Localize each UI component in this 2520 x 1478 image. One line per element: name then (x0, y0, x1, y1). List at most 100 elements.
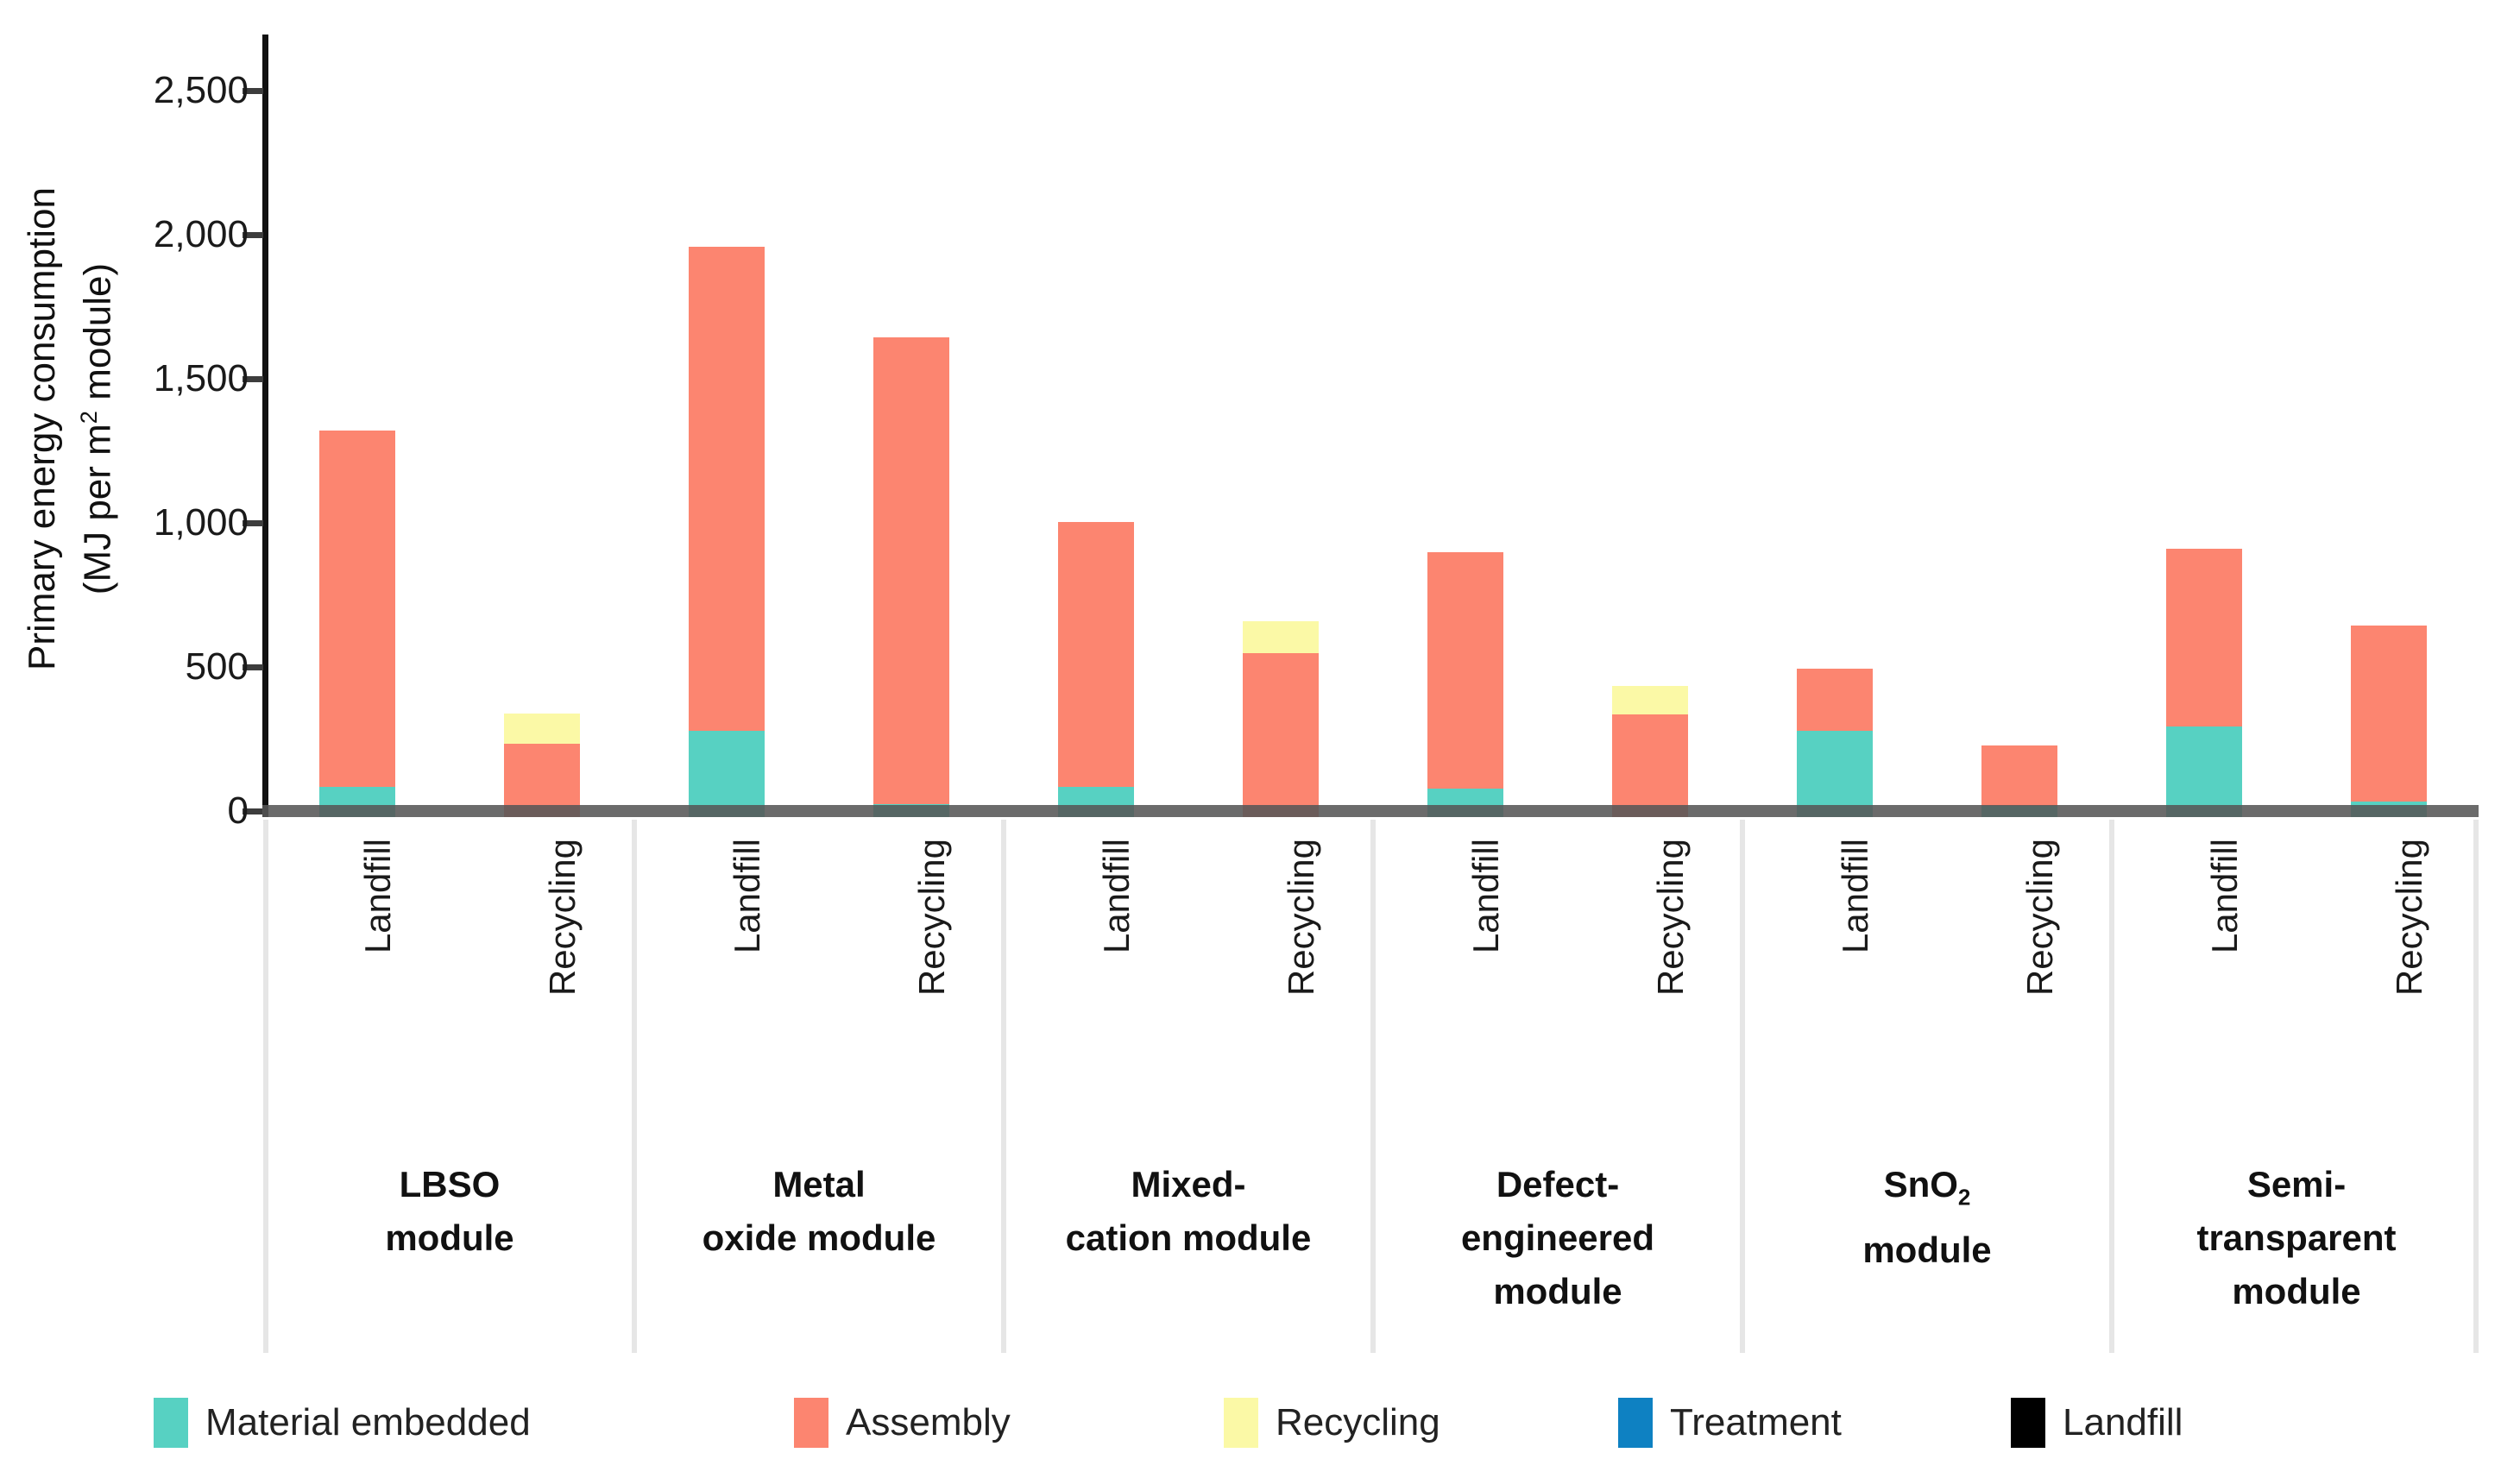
group-separator (2473, 820, 2479, 1353)
x-tick-label-box: Recycling (2000, 839, 2060, 1063)
y-tick-mark (243, 88, 263, 94)
group-label-line: Metal (772, 1164, 866, 1204)
x-tick-label-box: Recycling (2370, 839, 2429, 1063)
bar-segment-assembly (319, 431, 395, 787)
group-separator (1740, 820, 1745, 1353)
x-tick-label-box: Landfill (2185, 839, 2245, 1063)
group-label: SnO2 module (1737, 1158, 2117, 1277)
group-label-line: Defect- (1496, 1164, 1620, 1204)
bar-segment-assembly (873, 336, 949, 804)
x-tick-label: Landfill (1835, 839, 1875, 954)
group-label-line: module (1862, 1230, 1992, 1271)
group-label: Mixed-cation module (999, 1158, 1378, 1265)
bar-segment-assembly (689, 246, 765, 731)
y-tick-label: 0 (227, 789, 249, 832)
y-tick-label: 500 (185, 645, 249, 688)
y-tick-mark (243, 232, 263, 238)
y-tick-mark (243, 808, 263, 814)
legend-item-material-embedded: Material embedded (154, 1398, 531, 1450)
legend-item-landfill: Landfill (2011, 1398, 2183, 1450)
x-tick-label: Landfill (727, 839, 767, 954)
group-separator (1370, 820, 1376, 1353)
group-separator (2109, 820, 2114, 1353)
bar-segment-assembly (1427, 551, 1503, 789)
legend-swatch-assembly (794, 1398, 828, 1448)
legend-swatch-treatment (1618, 1398, 1653, 1448)
y-axis-title: Primary energy consumption (MJ per m2 mo… (19, 28, 119, 830)
x-tick-label: Recycling (2389, 839, 2429, 997)
bar-segment-assembly (1797, 668, 1873, 731)
group-label-line: cation module (1065, 1217, 1312, 1258)
x-tick-label: Landfill (1465, 839, 1506, 954)
x-tick-label: Landfill (1096, 839, 1137, 954)
group-separator (1001, 820, 1006, 1353)
y-axis-title-line2: (MJ per m2 module) (75, 262, 119, 595)
group-label: Semi-transparent module (2107, 1158, 2486, 1318)
y-tick-label: 2,500 (153, 69, 249, 111)
legend-label: Assembly (846, 1401, 1011, 1443)
group-label-line: Mixed- (1131, 1164, 1246, 1204)
x-tick-label-box: Recycling (1631, 839, 1691, 1063)
group-label-line: module (2232, 1271, 2361, 1311)
x-tick-label: Recycling (1281, 839, 1321, 997)
y-axis-title-line1: Primary energy consumption (21, 187, 63, 671)
group-label-line: SnO2 (1883, 1164, 1971, 1211)
legend-item-recycling: Recycling (1224, 1398, 1440, 1450)
y-tick-label: 2,000 (153, 213, 249, 255)
bar-segment-recycling (1612, 686, 1688, 715)
bar-segment-assembly (504, 743, 580, 817)
bar-segment-assembly (1981, 745, 2057, 806)
legend-swatch-landfill (2011, 1398, 2045, 1448)
group-label-line: module (1493, 1271, 1622, 1311)
x-tick-label-box: Landfill (708, 839, 767, 1063)
group-label: Metal oxide module (629, 1158, 1009, 1265)
legend-label: Treatment (1670, 1401, 1842, 1443)
legend-label: Material embedded (205, 1401, 531, 1443)
group-label-line: engineered (1460, 1217, 1655, 1258)
group-label-line: Semi- (2246, 1164, 2347, 1204)
bar-segment-recycling (504, 713, 580, 744)
y-tick-mark (243, 376, 263, 382)
group-label: Defect-engineered module (1368, 1158, 1748, 1318)
x-tick-label: Recycling (542, 839, 583, 997)
bar-segment-assembly (1058, 521, 1134, 787)
x-tick-label-box: Recycling (892, 839, 952, 1063)
y-tick-mark (243, 664, 263, 670)
x-tick-label-box: Landfill (1446, 839, 1506, 1063)
bar-segment-material-embedded (2166, 726, 2242, 817)
x-tick-label: Landfill (2204, 839, 2245, 954)
bar-segment-assembly (1612, 714, 1688, 817)
x-tick-label-box: Landfill (1077, 839, 1137, 1063)
group-label: LBSO module (260, 1158, 639, 1265)
bar-segment-material-embedded (1797, 730, 1873, 817)
group-separator (632, 820, 637, 1353)
legend-label: Recycling (1276, 1401, 1440, 1443)
bar-segment-material-embedded (689, 730, 765, 817)
y-tick-label: 1,500 (153, 357, 249, 399)
group-label-line: LBSO (399, 1164, 501, 1204)
legend-item-assembly: Assembly (794, 1398, 1011, 1450)
bar-segment-assembly (2166, 549, 2242, 726)
x-tick-label: Landfill (357, 839, 398, 954)
x-tick-label: Recycling (911, 839, 952, 997)
legend-swatch-material-embedded (154, 1398, 188, 1448)
x-tick-label: Recycling (2019, 839, 2060, 997)
bar-segment-assembly (2351, 625, 2427, 802)
y-axis-line (262, 35, 268, 817)
x-tick-label-box: Landfill (1816, 839, 1875, 1063)
x-tick-label-box: Recycling (1262, 839, 1321, 1063)
legend-swatch-recycling (1224, 1398, 1258, 1448)
group-separator (263, 820, 268, 1353)
group-label-line: transparent (2196, 1217, 2397, 1258)
x-tick-label: Recycling (1650, 839, 1691, 997)
x-tick-label-box: Recycling (523, 839, 583, 1063)
x-axis-line (262, 805, 2479, 817)
bar-segment-assembly (1243, 652, 1319, 817)
y-tick-mark (243, 520, 263, 526)
legend-item-treatment: Treatment (1618, 1398, 1842, 1450)
y-tick-label: 1,000 (153, 501, 249, 544)
legend-label: Landfill (2063, 1401, 2183, 1443)
x-tick-label-box: Landfill (338, 839, 398, 1063)
bar-segment-recycling (1243, 620, 1319, 653)
